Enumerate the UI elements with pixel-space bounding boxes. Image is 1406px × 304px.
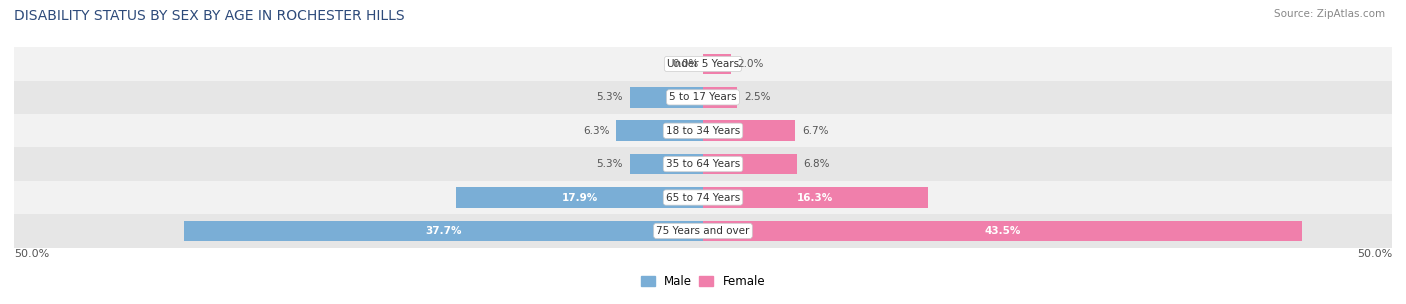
Text: 2.5%: 2.5% <box>744 92 770 102</box>
Bar <box>14 181 1392 214</box>
Bar <box>703 221 1302 241</box>
Bar <box>703 187 928 208</box>
Bar <box>457 187 703 208</box>
Text: Source: ZipAtlas.com: Source: ZipAtlas.com <box>1274 9 1385 19</box>
Text: 6.8%: 6.8% <box>804 159 830 169</box>
Bar <box>703 54 731 74</box>
Text: 16.3%: 16.3% <box>797 192 834 202</box>
Bar <box>703 87 738 108</box>
Text: 6.7%: 6.7% <box>803 126 828 136</box>
Text: 2.0%: 2.0% <box>738 59 763 69</box>
Bar <box>703 154 797 174</box>
Bar <box>14 214 1392 248</box>
Text: 18 to 34 Years: 18 to 34 Years <box>666 126 740 136</box>
Text: 43.5%: 43.5% <box>984 226 1021 236</box>
Bar <box>14 114 1392 147</box>
Legend: Male, Female: Male, Female <box>641 275 765 288</box>
Bar <box>616 120 703 141</box>
Text: 5.3%: 5.3% <box>596 159 623 169</box>
Text: 17.9%: 17.9% <box>561 192 598 202</box>
Bar <box>630 154 703 174</box>
Text: 5 to 17 Years: 5 to 17 Years <box>669 92 737 102</box>
Text: 6.3%: 6.3% <box>583 126 609 136</box>
Text: 50.0%: 50.0% <box>1357 249 1392 259</box>
Bar <box>184 221 703 241</box>
Bar <box>703 120 796 141</box>
Text: 65 to 74 Years: 65 to 74 Years <box>666 192 740 202</box>
Text: Under 5 Years: Under 5 Years <box>666 59 740 69</box>
Bar <box>14 81 1392 114</box>
Text: DISABILITY STATUS BY SEX BY AGE IN ROCHESTER HILLS: DISABILITY STATUS BY SEX BY AGE IN ROCHE… <box>14 9 405 23</box>
Text: 50.0%: 50.0% <box>14 249 49 259</box>
Bar <box>14 147 1392 181</box>
Text: 0.0%: 0.0% <box>672 59 699 69</box>
Text: 75 Years and over: 75 Years and over <box>657 226 749 236</box>
Text: 37.7%: 37.7% <box>425 226 461 236</box>
Text: 35 to 64 Years: 35 to 64 Years <box>666 159 740 169</box>
Bar <box>630 87 703 108</box>
Bar <box>14 47 1392 81</box>
Text: 5.3%: 5.3% <box>596 92 623 102</box>
